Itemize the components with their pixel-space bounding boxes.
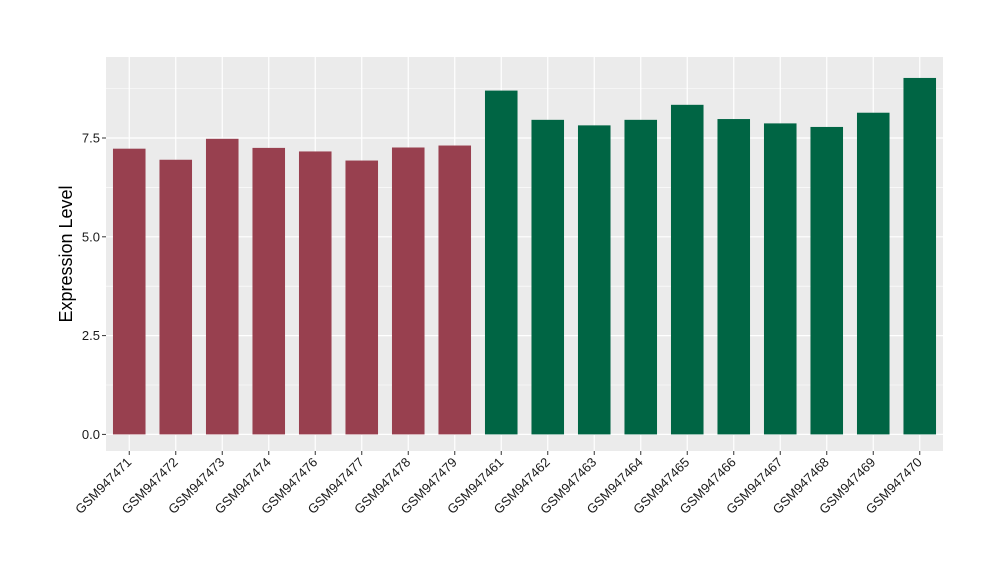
bar-GSM947468 bbox=[810, 126, 844, 435]
y-tick-label: 5.0 bbox=[82, 229, 100, 244]
bar-GSM947473 bbox=[205, 138, 239, 435]
y-axis-title: Expression Level bbox=[56, 185, 76, 322]
bar-GSM947462 bbox=[531, 119, 565, 435]
bar-GSM947477 bbox=[345, 160, 379, 435]
grid-minor bbox=[106, 88, 943, 386]
bar-GSM947478 bbox=[391, 147, 425, 435]
y-tick-label: 7.5 bbox=[82, 131, 100, 146]
bar-GSM947465 bbox=[670, 104, 704, 435]
bar-GSM947474 bbox=[252, 147, 286, 435]
bar-GSM947471 bbox=[112, 148, 146, 435]
plot-panel bbox=[106, 57, 943, 451]
bar-GSM947469 bbox=[856, 112, 890, 435]
bar-GSM947479 bbox=[438, 145, 472, 435]
y-axis: 0.0 2.5 5.0 7.5 bbox=[82, 131, 106, 442]
y-tick-label: 2.5 bbox=[82, 328, 100, 343]
bar-GSM947476 bbox=[298, 151, 332, 435]
bar-GSM947467 bbox=[763, 123, 797, 435]
y-tick-label: 0.0 bbox=[82, 427, 100, 442]
bar-GSM947466 bbox=[717, 119, 751, 435]
bar-GSM947463 bbox=[577, 125, 611, 435]
bar-GSM947470 bbox=[903, 77, 937, 435]
bar-GSM947464 bbox=[624, 119, 658, 435]
x-axis: GSM947471GSM947472GSM947473GSM947474GSM9… bbox=[72, 451, 925, 517]
bars bbox=[112, 77, 937, 435]
bar-GSM947472 bbox=[159, 159, 193, 435]
bar-GSM947461 bbox=[484, 90, 518, 435]
